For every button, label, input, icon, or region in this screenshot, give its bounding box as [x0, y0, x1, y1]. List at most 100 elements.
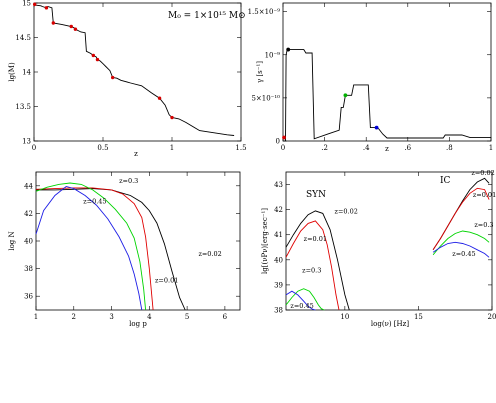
syn-curve: [285, 288, 325, 311]
merger-point: [110, 75, 115, 80]
x-tick-label-d: 15: [414, 313, 423, 321]
y-tick-label-d: 40: [274, 256, 283, 264]
x-tick-label-c: 3: [109, 313, 113, 321]
ticks-c: 1 2 3 4 5 6 36 38 40 42 44: [24, 172, 240, 321]
x-axis-label-b: z: [385, 145, 389, 153]
x-tick-label-c: 4: [147, 313, 152, 321]
x-tick-label-a: 0.5: [97, 144, 108, 152]
ic-annotation: IC: [440, 176, 451, 186]
y-tick-label-a: 15: [22, 0, 31, 8]
series-b: [283, 49, 491, 142]
y-tick-label-c: 44: [24, 182, 33, 190]
ticks-b: 0 .2 .4 .6 .8 1 0 5×10⁻¹⁰ 10⁻⁹ 1.5×10⁻⁹: [248, 3, 493, 152]
mass-curve: [33, 3, 235, 136]
spectrum-curve: [35, 182, 147, 311]
merger-point: [91, 53, 96, 58]
y-tick-label-d: 39: [274, 281, 283, 289]
x-tick-label-d: 10: [340, 313, 349, 321]
merger-point: [69, 24, 73, 29]
series-labels-d: z=0.02 z=0.01 z=0.3 z=0.45 z=0.02 z=0.01 z=0.3…: [290, 169, 496, 310]
merger-point: [44, 6, 49, 10]
y-tick-label-d: 41: [274, 231, 283, 239]
series-label: z=0.02: [198, 250, 221, 258]
syn-curve: [285, 220, 340, 311]
y-tick-label-b: 10⁻⁹: [265, 51, 281, 59]
y-tick-label-d: 42: [274, 206, 283, 214]
series-label: z=0.01: [155, 276, 178, 284]
x-tick-label-c: 6: [223, 313, 228, 321]
y-tick-label-a: 13.5: [15, 103, 31, 111]
x-axis-label-d: log(ν) [Hz]: [371, 320, 409, 328]
ic-curve: [432, 230, 490, 256]
y-tick-label-a: 13: [22, 138, 31, 146]
syn-curve: [285, 290, 316, 311]
y-tick-label-c: 42: [24, 210, 33, 218]
axes-frame-b: [282, 2, 492, 142]
merger-point: [157, 96, 162, 100]
series-labels-c: z=0.3 z=0.45 z=0.02 z=0.01: [83, 177, 222, 284]
ic-curve: [432, 187, 490, 251]
y-tick-label-d: 43: [274, 181, 283, 189]
y-tick-label-a: 14: [22, 69, 31, 77]
series-label: z=0.02: [335, 207, 358, 215]
y-tick-label-d: 38: [274, 307, 283, 315]
y-axis-label-a: lg(M): [8, 62, 16, 82]
x-tick-label-b: .2: [321, 144, 328, 152]
x-tick-label-c: 5: [185, 313, 189, 321]
y-axis-label-b: γ [s⁻¹]: [256, 61, 264, 83]
gamma-curve: [283, 49, 491, 142]
x-axis-label-c: log p: [129, 320, 147, 328]
panel-electron-spectrum: 1 2 3 4 5 6 36 38 40 42 44 z=0.3 z=0.45 z=0.02 z=0.01…: [8, 171, 241, 328]
y-tick-label-a: 14.5: [15, 34, 31, 42]
series-label: z=0.3: [302, 266, 321, 274]
y-tick-label-c: 40: [24, 238, 33, 246]
y-axis-label-c: log N: [8, 231, 16, 250]
x-tick-label-a: 1.5: [235, 144, 246, 152]
panel-gamma: 0 .2 .4 .6 .8 1 0 5×10⁻¹⁰ 10⁻⁹ 1.5×10⁻⁹ z γ [s⁻¹]: [248, 2, 493, 153]
y-tick-label-b: 5×10⁻¹⁰: [251, 94, 280, 102]
series-c: [35, 182, 186, 311]
markers-b: [282, 47, 379, 140]
y-tick-label-b: 1.5×10⁻⁹: [248, 8, 281, 16]
markers-a: [32, 2, 174, 120]
merger-point: [95, 57, 100, 62]
series-label: z=0.02: [471, 169, 494, 177]
y-tick-label-b: 0: [276, 138, 280, 146]
syn-curve: [285, 210, 350, 311]
syn-annotation: SYN: [306, 190, 326, 200]
ic-curve: [432, 241, 490, 258]
y-tick-label-c: 36: [24, 293, 33, 301]
series-label: z=0.45: [290, 302, 313, 310]
ticks-a: 0 0.5 1 1.5 13 13.5 14 14.5 15: [15, 0, 246, 152]
y-tick-label-c: 38: [24, 265, 33, 273]
series-label: z=0.45: [452, 250, 475, 258]
x-tick-label-a: 1: [170, 144, 174, 152]
x-tick-label-c: 2: [72, 313, 76, 321]
spectrum-curve: [35, 186, 143, 311]
merger-point: [73, 27, 78, 31]
merger-point: [170, 115, 174, 120]
x-tick-label-b: .6: [404, 144, 411, 152]
gamma-point: [282, 135, 286, 140]
gamma-point: [374, 125, 379, 130]
gamma-point: [286, 47, 291, 52]
merger-point: [51, 21, 56, 25]
x-tick-label-b: 0: [281, 144, 285, 152]
x-tick-label-b: .4: [363, 144, 370, 152]
axes-frame-a: [33, 2, 242, 142]
axes-frame-d: [285, 171, 493, 311]
mass-annotation: M₀ = 1×10¹⁵ M⊙: [168, 11, 246, 21]
series-label: z=0.01: [304, 235, 327, 243]
y-axis-label-d: lg[(νPν)[erg·sec⁻¹]: [261, 208, 269, 274]
series-label: z=0.3: [474, 221, 493, 229]
series-d: [285, 177, 490, 311]
x-tick-label-b: .8: [446, 144, 453, 152]
merger-point: [32, 2, 37, 7]
series-label: z=0.01: [473, 191, 496, 199]
spectrum-curve: [35, 187, 154, 311]
series-label: z=0.45: [83, 198, 106, 206]
x-tick-label-a: 0: [32, 144, 36, 152]
